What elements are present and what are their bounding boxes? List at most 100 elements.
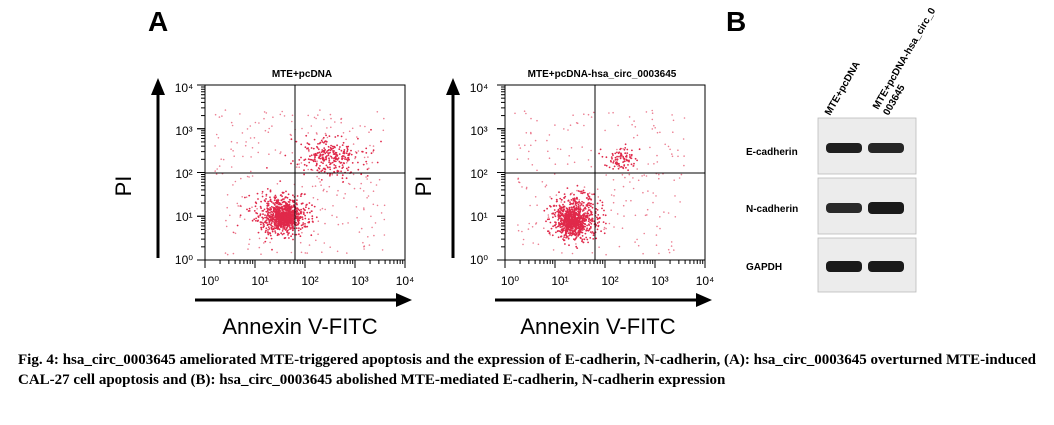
cell-event-dot bbox=[224, 252, 227, 254]
cell-event-dot bbox=[556, 225, 559, 228]
cell-event-dot bbox=[649, 146, 651, 149]
cell-event-dot bbox=[616, 148, 618, 151]
cell-event-dot bbox=[283, 226, 286, 229]
cell-event-dot bbox=[365, 152, 368, 154]
cell-event-dot bbox=[320, 161, 323, 164]
cell-event-dot bbox=[214, 113, 217, 116]
cell-event-dot bbox=[580, 220, 583, 223]
cell-event-dot bbox=[263, 242, 265, 244]
cell-event-dot bbox=[584, 207, 587, 210]
cell-event-dot bbox=[579, 207, 582, 210]
cell-event-dot bbox=[262, 213, 264, 216]
cell-event-dot bbox=[300, 224, 303, 227]
cell-event-dot bbox=[291, 114, 294, 117]
cell-event-dot bbox=[636, 159, 638, 162]
cell-event-dot bbox=[282, 223, 285, 226]
cell-event-dot bbox=[612, 111, 614, 114]
cell-event-dot bbox=[560, 217, 562, 220]
cell-event-dot bbox=[566, 163, 569, 165]
cell-event-dot bbox=[343, 162, 346, 165]
cell-event-dot bbox=[674, 195, 676, 197]
cell-event-dot bbox=[574, 231, 577, 234]
scatter-dots-1 bbox=[214, 109, 386, 256]
cell-event-dot bbox=[547, 214, 550, 216]
cell-event-dot bbox=[266, 188, 269, 190]
cell-event-dot bbox=[236, 202, 239, 205]
cell-event-dot bbox=[521, 230, 523, 233]
cell-event-dot bbox=[618, 245, 621, 248]
cell-event-dot bbox=[348, 130, 351, 133]
cell-event-dot bbox=[307, 168, 310, 171]
cell-event-dot bbox=[579, 190, 581, 193]
cell-event-dot bbox=[296, 199, 298, 202]
cell-event-dot bbox=[647, 190, 649, 192]
cell-event-dot bbox=[630, 199, 632, 202]
cell-event-dot bbox=[376, 111, 379, 113]
cell-event-dot bbox=[301, 231, 303, 234]
cell-event-dot bbox=[566, 236, 569, 238]
cell-event-dot bbox=[617, 152, 620, 155]
cell-event-dot bbox=[570, 234, 573, 237]
cell-event-dot bbox=[281, 221, 283, 224]
cell-event-dot bbox=[519, 147, 522, 149]
cell-event-dot bbox=[329, 166, 331, 169]
cell-event-dot bbox=[605, 227, 607, 230]
cell-event-dot bbox=[313, 158, 316, 161]
cell-event-dot bbox=[566, 187, 569, 190]
cell-event-dot bbox=[668, 251, 671, 254]
cell-event-dot bbox=[319, 154, 322, 156]
cell-event-dot bbox=[616, 161, 618, 164]
cell-event-dot bbox=[269, 234, 272, 237]
cell-event-dot bbox=[359, 187, 362, 190]
cell-event-dot bbox=[346, 252, 348, 254]
cell-event-dot bbox=[334, 165, 337, 167]
cell-event-dot bbox=[601, 201, 604, 204]
cell-event-dot bbox=[243, 218, 246, 221]
cell-event-dot bbox=[373, 234, 375, 237]
cell-event-dot bbox=[274, 230, 276, 233]
cell-event-dot bbox=[629, 181, 631, 183]
cell-event-dot bbox=[265, 219, 268, 222]
cell-event-dot bbox=[568, 220, 571, 223]
cell-event-dot bbox=[568, 228, 571, 231]
cell-event-dot bbox=[349, 183, 351, 186]
cell-event-dot bbox=[517, 224, 519, 226]
cell-event-dot bbox=[598, 216, 601, 219]
cell-event-dot bbox=[298, 166, 301, 168]
cell-event-dot bbox=[573, 161, 576, 164]
cell-event-dot bbox=[383, 234, 386, 236]
cell-event-dot bbox=[290, 205, 293, 208]
cell-event-dot bbox=[273, 196, 276, 199]
cell-event-dot bbox=[366, 197, 368, 199]
cell-event-dot bbox=[304, 252, 307, 254]
cell-event-dot bbox=[577, 213, 579, 216]
cell-event-dot bbox=[321, 153, 324, 156]
cell-event-dot bbox=[543, 209, 546, 212]
cell-event-dot bbox=[320, 184, 322, 186]
cell-event-dot bbox=[596, 228, 599, 231]
cell-event-dot bbox=[566, 220, 569, 223]
cell-event-dot bbox=[270, 226, 273, 229]
cell-event-dot bbox=[525, 132, 528, 134]
cell-event-dot bbox=[610, 160, 612, 163]
cell-event-dot bbox=[672, 119, 675, 122]
cell-event-dot bbox=[367, 195, 370, 197]
cell-event-dot bbox=[283, 222, 286, 224]
cell-event-dot bbox=[605, 222, 607, 225]
cell-event-dot bbox=[255, 219, 257, 222]
cell-event-dot bbox=[531, 226, 534, 228]
cell-event-dot bbox=[610, 156, 613, 159]
cell-event-dot bbox=[614, 156, 617, 159]
cell-event-dot bbox=[586, 238, 589, 241]
cell-event-dot bbox=[296, 163, 299, 166]
cell-event-dot bbox=[565, 223, 567, 225]
cell-event-dot bbox=[552, 225, 554, 228]
cell-event-dot bbox=[232, 252, 235, 255]
cell-event-dot bbox=[291, 120, 293, 123]
cell-event-dot bbox=[355, 152, 358, 154]
cell-event-dot bbox=[300, 251, 303, 254]
cell-event-dot bbox=[329, 168, 332, 171]
cell-event-dot bbox=[535, 222, 538, 224]
cell-event-dot bbox=[337, 189, 339, 192]
cell-event-dot bbox=[285, 222, 288, 225]
